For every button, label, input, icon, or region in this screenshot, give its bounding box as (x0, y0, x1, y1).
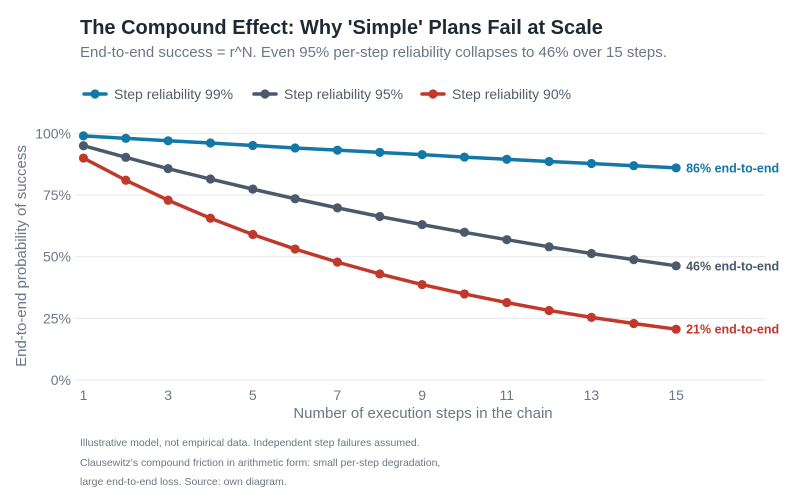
data-point (502, 154, 512, 164)
data-point (163, 136, 173, 146)
data-point (78, 141, 89, 151)
data-point (163, 195, 173, 205)
legend-marker (90, 89, 100, 99)
footnote: Illustrative model, not empirical data. … (80, 437, 440, 488)
legend-item: Step reliability 90% (420, 86, 571, 102)
data-point (671, 261, 681, 271)
series-lines (78, 131, 681, 334)
data-point (544, 242, 554, 252)
data-point (502, 235, 512, 245)
footnote-line: large end-to-end loss. Source: own diagr… (80, 476, 287, 488)
data-point (78, 131, 89, 141)
data-point (121, 133, 131, 143)
data-point (544, 156, 554, 167)
series-group (78, 153, 681, 334)
legend-label: Step reliability 95% (284, 86, 403, 102)
data-point (671, 163, 681, 173)
legend-label: Step reliability 90% (452, 86, 571, 102)
data-point (248, 184, 258, 194)
legend-marker (428, 89, 438, 99)
data-point (459, 289, 470, 299)
data-point (586, 158, 597, 169)
y-tick-label: 75% (43, 187, 71, 203)
data-point (629, 318, 639, 329)
x-axis-label: Number of execution steps in the chain (293, 405, 552, 422)
data-point (586, 312, 597, 322)
data-point (671, 324, 681, 334)
data-point (629, 161, 639, 171)
data-point (586, 248, 597, 259)
chart-title: The Compound Effect: Why 'Simple' Plans … (80, 17, 603, 39)
legend-label: Step reliability 99% (114, 86, 233, 102)
x-tick-label: 1 (80, 387, 88, 403)
data-point (290, 143, 300, 153)
data-point (332, 203, 343, 213)
footnote-line: Clausewitz's compound friction in arithm… (80, 457, 440, 469)
x-tick-label: 13 (584, 387, 600, 403)
data-point (248, 140, 258, 151)
data-point (248, 229, 258, 240)
legend-item: Step reliability 99% (82, 86, 233, 102)
data-point (121, 152, 131, 162)
end-label: 86% end-to-end (686, 161, 779, 175)
x-tick-label: 11 (500, 387, 515, 403)
data-point (544, 305, 554, 316)
data-point (375, 211, 385, 222)
data-point (459, 152, 470, 162)
grid-lines (75, 132, 765, 381)
x-tick-label: 7 (334, 387, 342, 403)
y-axis-ticks: 0% 25% 50% 75% 100% (35, 125, 71, 388)
end-label: 46% end-to-end (686, 259, 779, 273)
x-axis-ticks: 1 3 5 7 9 11 13 15 (80, 387, 685, 403)
legend-marker (260, 89, 270, 99)
data-point (459, 227, 470, 237)
data-point (332, 257, 343, 267)
data-point (205, 138, 216, 148)
data-point (629, 255, 639, 265)
data-point (417, 279, 427, 290)
y-tick-label: 50% (43, 249, 71, 265)
series-line (81, 156, 678, 331)
y-axis-label: End-to-end probability of success (13, 145, 30, 367)
y-tick-label: 25% (43, 310, 71, 326)
data-point (205, 213, 216, 223)
data-point (417, 150, 427, 160)
data-point (121, 175, 131, 185)
data-point (205, 174, 216, 184)
data-point (502, 297, 512, 308)
end-labels: 86% end-to-end 46% end-to-end 21% end-to-e… (686, 161, 779, 336)
data-point (375, 269, 385, 279)
x-tick-label: 15 (668, 387, 684, 403)
data-point (78, 153, 89, 163)
data-point (290, 194, 300, 204)
data-point (332, 145, 343, 155)
legend-item: Step reliability 95% (252, 86, 403, 102)
x-tick-label: 9 (418, 387, 426, 403)
x-tick-label: 3 (164, 387, 172, 403)
footnote-line: Illustrative model, not empirical data. … (80, 437, 420, 449)
y-tick-label: 100% (35, 125, 71, 141)
x-tick-label: 5 (249, 387, 257, 403)
data-point (163, 164, 173, 174)
legend: Step reliability 99% Step reliability 95%… (82, 86, 571, 102)
series-group (78, 141, 681, 271)
data-point (290, 244, 300, 254)
data-point (375, 147, 385, 157)
y-tick-label: 0% (51, 372, 71, 388)
chart-subtitle: End-to-end success = r^N. Even 95% per-s… (80, 44, 667, 61)
data-point (417, 220, 427, 230)
end-label: 21% end-to-end (686, 323, 779, 337)
series-group (78, 131, 681, 173)
